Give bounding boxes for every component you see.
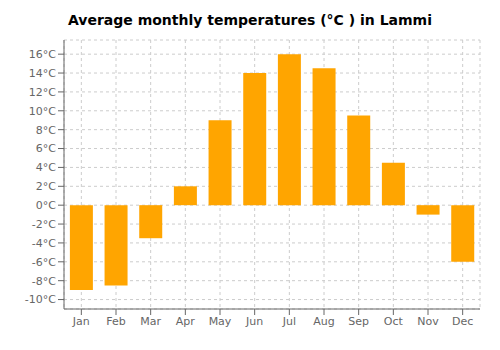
svg-text:12°C: 12°C [29, 86, 56, 99]
svg-text:14°C: 14°C [29, 67, 56, 80]
svg-text:-2°C: -2°C [32, 218, 56, 231]
svg-text:10°C: 10°C [29, 105, 56, 118]
svg-text:Mar: Mar [140, 315, 161, 328]
svg-text:-10°C: -10°C [25, 293, 56, 306]
svg-text:Aug: Aug [313, 315, 334, 328]
svg-text:Jun: Jun [245, 315, 263, 328]
svg-text:Feb: Feb [106, 315, 125, 328]
svg-text:-4°C: -4°C [32, 237, 56, 250]
svg-text:Apr: Apr [176, 315, 196, 328]
svg-text:2°C: 2°C [36, 180, 56, 193]
svg-text:-6°C: -6°C [32, 256, 56, 269]
svg-text:8°C: 8°C [36, 124, 56, 137]
html-text:Average monthly temperatures (: Average monthly temperatures (°C ) in La… [68, 12, 432, 28]
svg-text:Sep: Sep [348, 315, 369, 328]
svg-text:Jul: Jul [282, 315, 296, 328]
svg-text:May: May [209, 315, 232, 328]
svg-text:16°C: 16°C [29, 48, 56, 61]
svg-text:Dec: Dec [452, 315, 473, 328]
svg-text:Nov: Nov [417, 315, 439, 328]
svg-text:-8°C: -8°C [32, 275, 56, 288]
svg-text:4°C: 4°C [36, 161, 56, 174]
svg-text:Oct: Oct [384, 315, 404, 328]
svg-text:Jan: Jan [72, 315, 90, 328]
svg-text:6°C: 6°C [36, 142, 56, 155]
svg-text:0°C: 0°C [36, 199, 56, 212]
